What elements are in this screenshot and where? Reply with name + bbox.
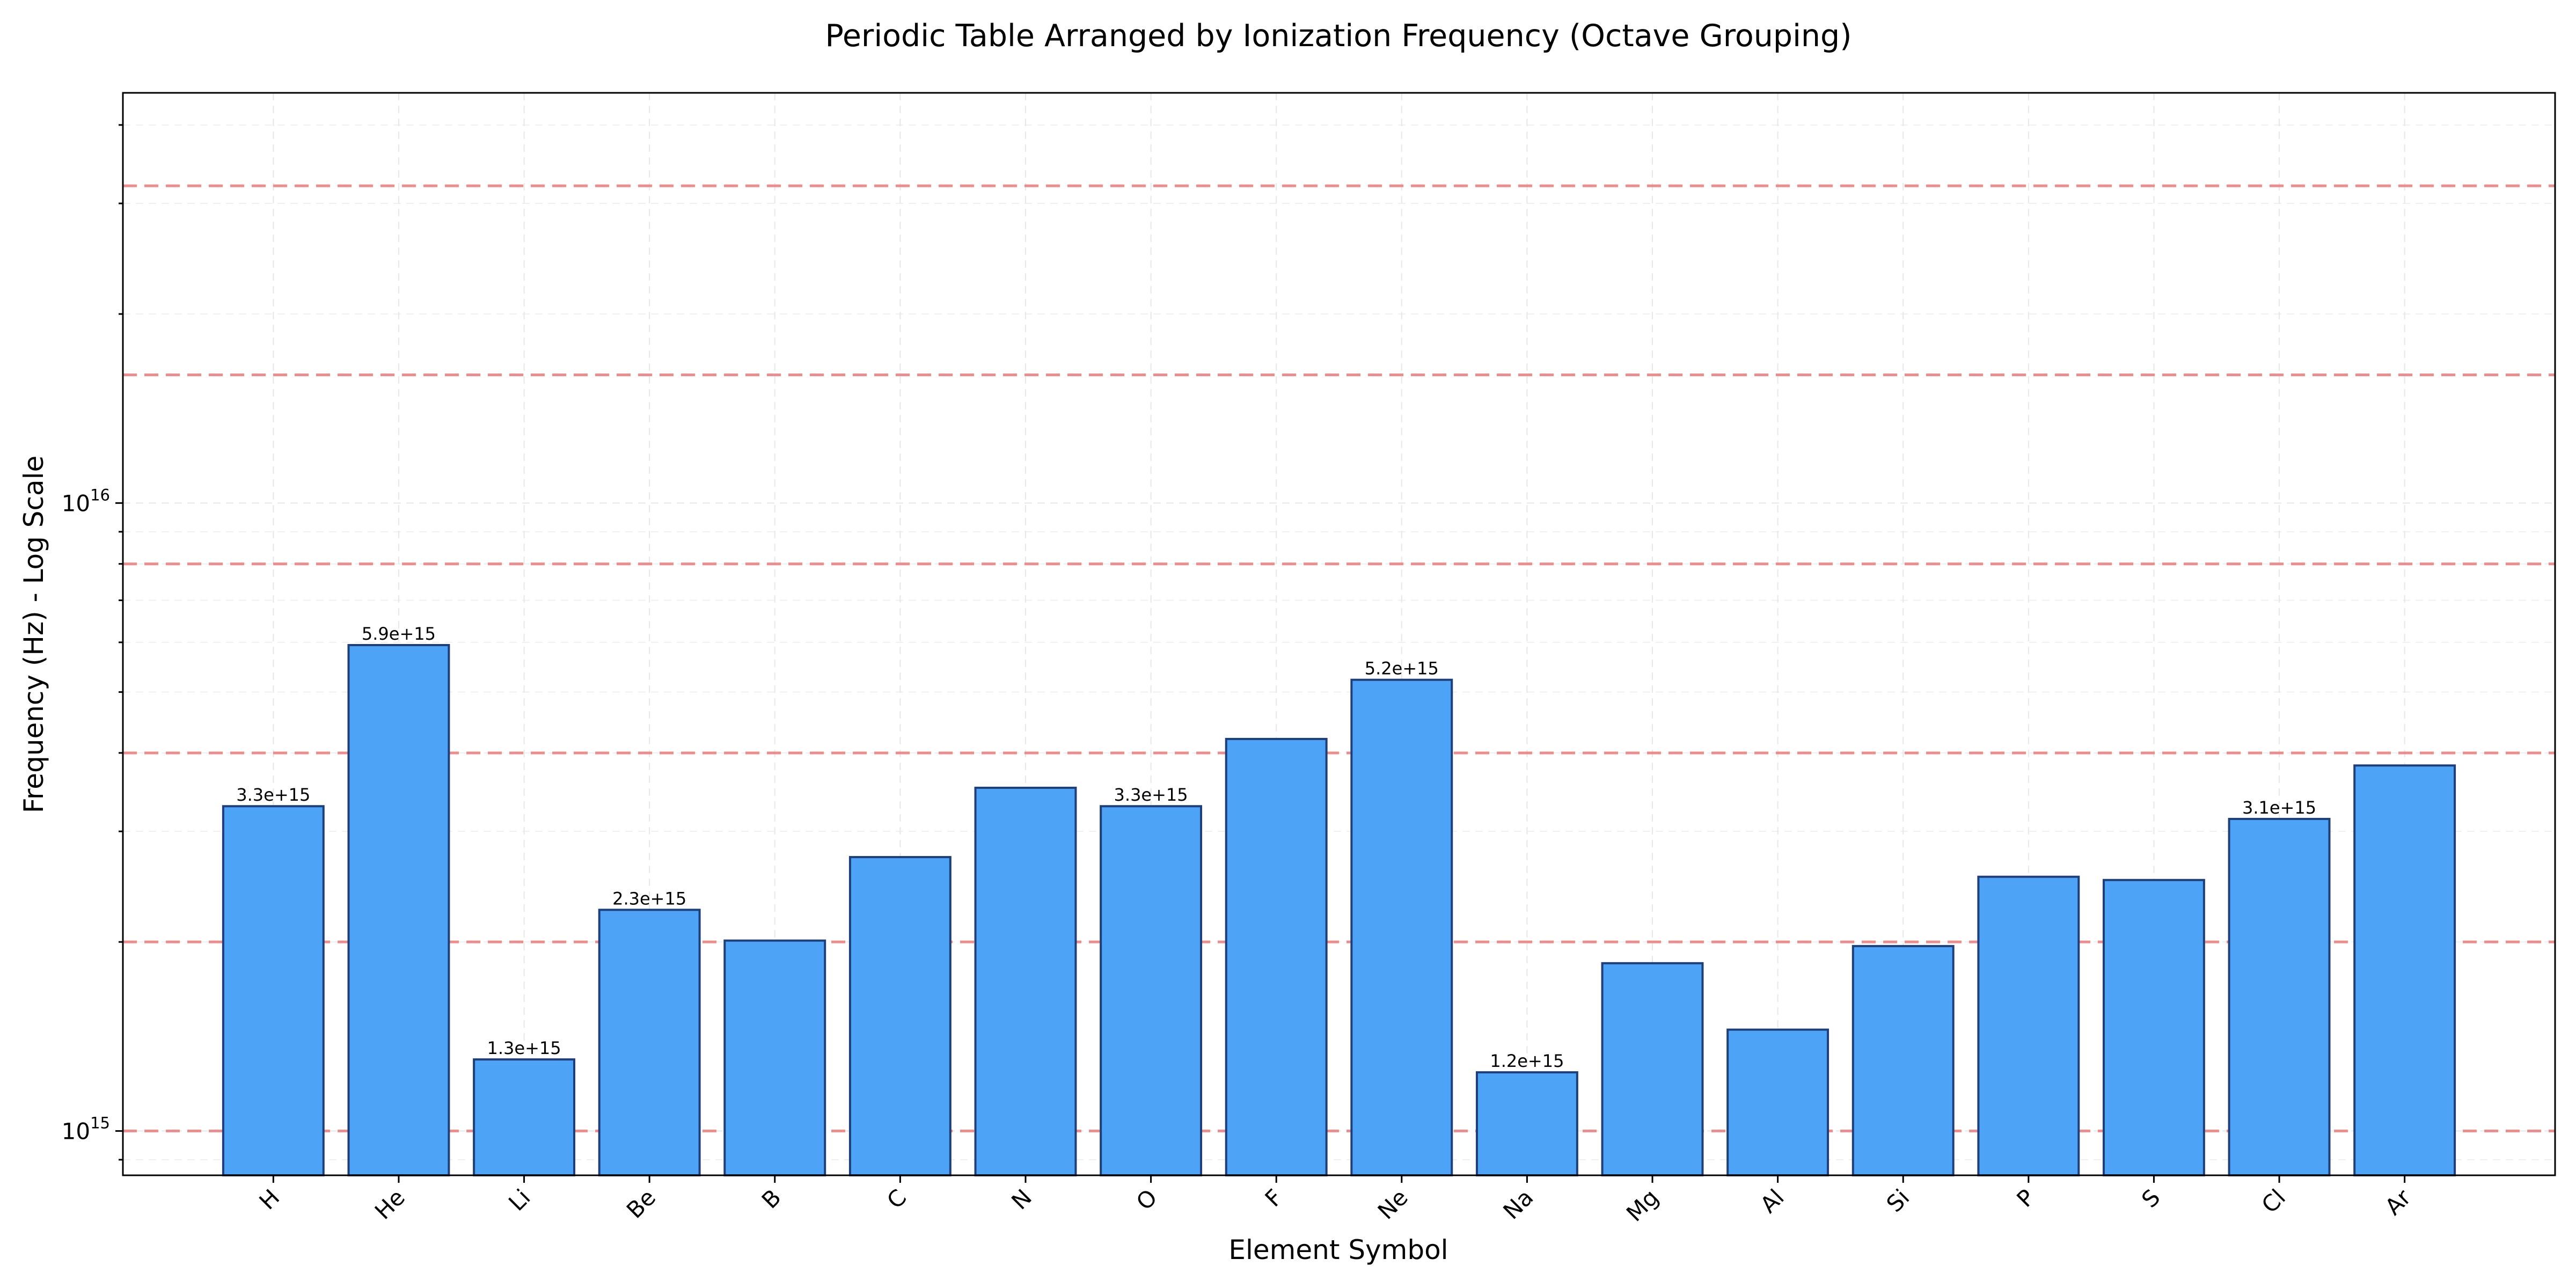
- x-tick-label: O: [1131, 1184, 1162, 1215]
- data-label-ne: 5.2e+15: [1365, 658, 1439, 679]
- x-tick-label: Ar: [2380, 1184, 2417, 1220]
- bar-p: [1977, 875, 2080, 1176]
- x-tick-label: P: [2011, 1184, 2040, 1212]
- x-tick-label: Ne: [1373, 1184, 1413, 1224]
- bar-s: [2103, 879, 2205, 1176]
- x-tick-label: S: [2136, 1184, 2165, 1213]
- bar-h: [222, 805, 325, 1176]
- x-tick-label: Na: [1498, 1184, 1538, 1224]
- x-tick-label: Si: [1882, 1184, 1915, 1217]
- bar-ar: [2353, 764, 2456, 1176]
- data-label-na: 1.2e+15: [1490, 1051, 1564, 1071]
- x-tick-label: H: [254, 1184, 284, 1214]
- x-tick-label: C: [882, 1184, 911, 1213]
- bars: [222, 644, 2456, 1177]
- bar-al: [1726, 1028, 1829, 1177]
- x-tick-label: Cl: [2256, 1184, 2290, 1218]
- bar-li: [473, 1058, 575, 1176]
- data-label-li: 1.3e+15: [487, 1038, 561, 1058]
- y-tick-label: 1015: [62, 1114, 110, 1144]
- y-axis-label: Frequency (Hz) - Log Scale: [18, 456, 49, 814]
- x-tick-label: Be: [621, 1184, 661, 1223]
- data-label-h: 3.3e+15: [236, 785, 310, 805]
- x-axis: H He Li Be B C N O F Ne Na Mg Al Si P S Cl Ar: [254, 1175, 2416, 1227]
- bar-f: [1225, 737, 1328, 1176]
- x-tick-label: Mg: [1621, 1184, 1664, 1226]
- x-tick-label: B: [757, 1184, 786, 1213]
- bar-ne: [1350, 678, 1453, 1176]
- bar-cl: [2228, 817, 2331, 1176]
- bar-be: [598, 909, 701, 1177]
- x-tick-label: He: [370, 1184, 410, 1224]
- bar-na: [1475, 1071, 1578, 1177]
- x-tick-label: Li: [503, 1184, 535, 1216]
- bar-o: [1100, 805, 1203, 1176]
- bar-si: [1851, 945, 1955, 1177]
- data-label-he: 5.9e+15: [362, 624, 436, 644]
- data-labels: 3.3e+15 5.9e+15 1.3e+15 2.3e+15 3.3e+15 5.2e+…: [236, 624, 2316, 1071]
- y-tick-label: 1016: [62, 486, 110, 516]
- bar-mg: [1601, 962, 1704, 1177]
- x-tick-label: F: [1260, 1184, 1288, 1212]
- y-axis: 1015 1016: [62, 124, 123, 1161]
- x-axis-label: Element Symbol: [1228, 1234, 1448, 1265]
- bar-c: [848, 856, 952, 1176]
- bar-he: [347, 644, 450, 1176]
- bar-n: [974, 786, 1077, 1176]
- x-tick-label: Al: [1755, 1184, 1789, 1218]
- plot-frame: [122, 92, 2556, 1176]
- x-tick-label: N: [1006, 1184, 1037, 1214]
- chart-title: Periodic Table Arranged by Ionization Fr…: [825, 18, 1852, 54]
- data-label-be: 2.3e+15: [612, 888, 686, 909]
- bar-b: [723, 939, 826, 1176]
- data-label-cl: 3.1e+15: [2242, 797, 2316, 818]
- data-label-o: 3.3e+15: [1114, 785, 1188, 805]
